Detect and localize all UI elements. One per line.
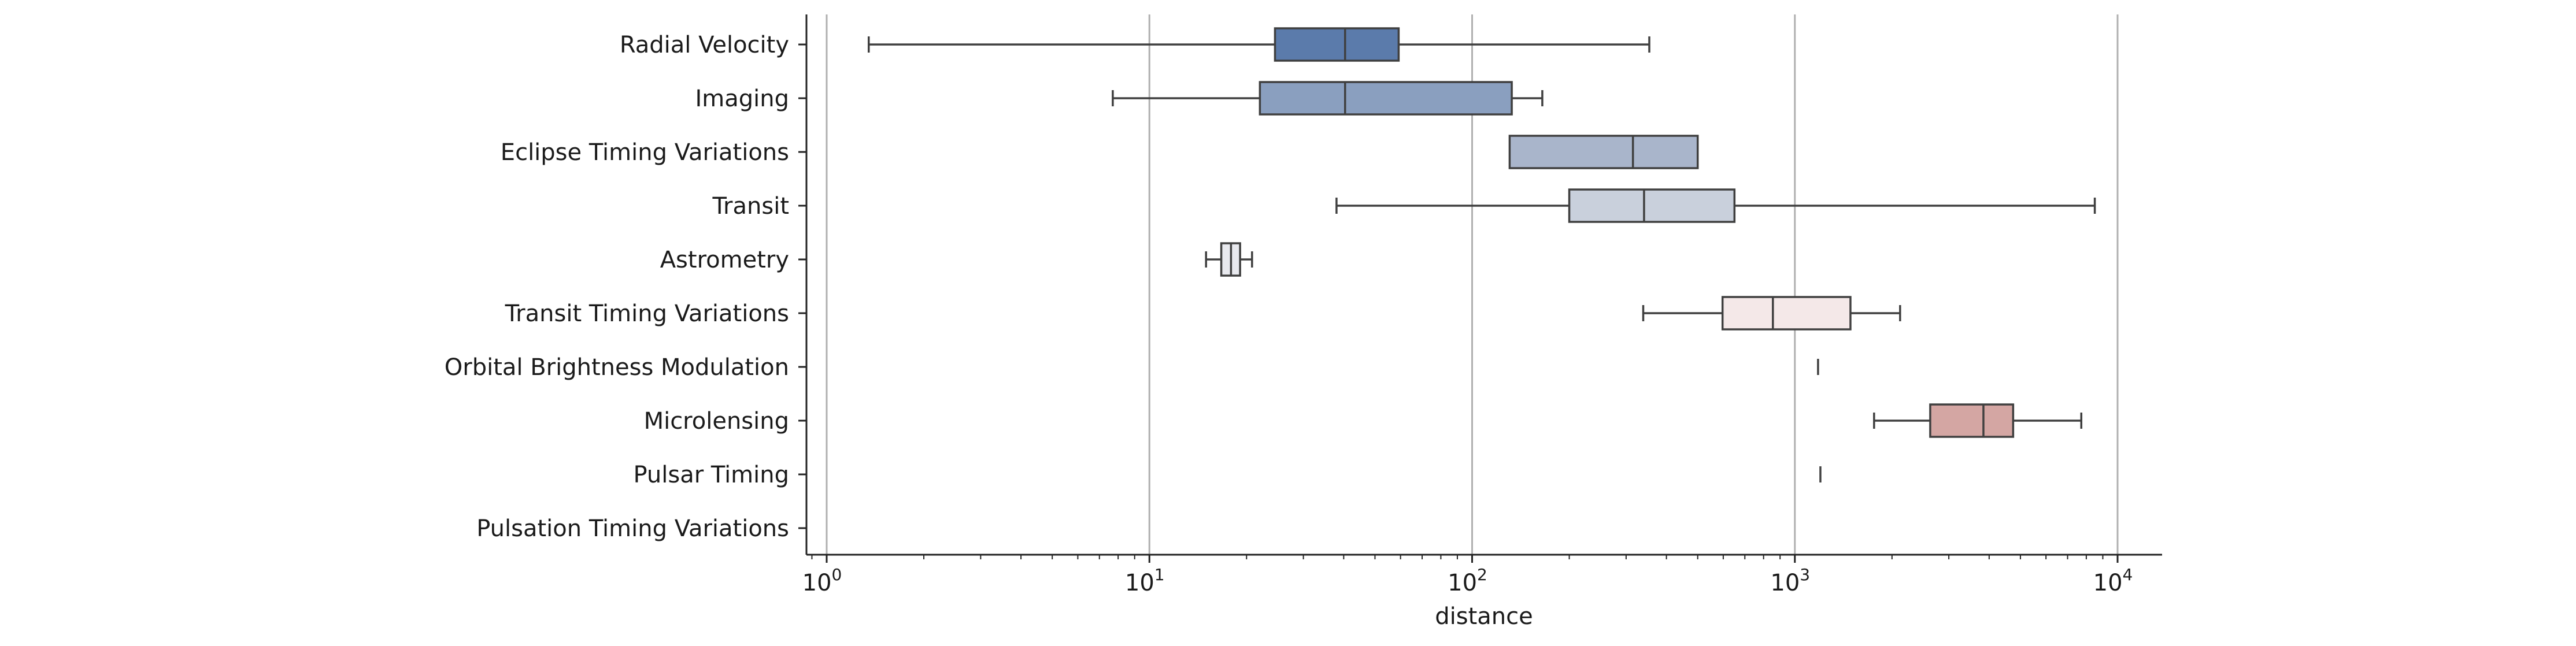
category-labels: Radial Velocity Imaging Eclipse Timing Var… bbox=[445, 32, 789, 542]
x-tick-label: 100 bbox=[802, 565, 842, 596]
category-label: Astrometry bbox=[660, 247, 789, 273]
box-iqr bbox=[1929, 403, 2015, 438]
category-label: Eclipse Timing Variations bbox=[501, 139, 789, 166]
category-label: Pulsar Timing bbox=[633, 462, 789, 488]
category-label: Microlensing bbox=[644, 408, 789, 435]
box-iqr bbox=[1259, 81, 1513, 116]
boxes bbox=[868, 27, 2096, 482]
category-label: Imaging bbox=[695, 86, 789, 112]
x-tick-label: 103 bbox=[1770, 565, 1810, 596]
x-tick-label: 104 bbox=[2093, 565, 2133, 596]
x-tick-label: 102 bbox=[1448, 565, 1487, 596]
category-label: Transit bbox=[712, 193, 790, 220]
box-iqr bbox=[1508, 135, 1699, 169]
box-iqr bbox=[1721, 296, 1852, 331]
box-iqr bbox=[1568, 188, 1736, 223]
x-tick-label: 101 bbox=[1125, 565, 1165, 596]
category-label: Orbital Brightness Modulation bbox=[445, 354, 789, 381]
category-label: Pulsation Timing Variations bbox=[476, 515, 789, 542]
box-iqr bbox=[1274, 27, 1400, 62]
category-label: Transit Timing Variations bbox=[505, 300, 789, 327]
x-axis-label: distance bbox=[1435, 603, 1533, 630]
axes: 100 101 102 103 104 bbox=[798, 14, 2162, 596]
category-label: Radial Velocity bbox=[620, 32, 789, 58]
